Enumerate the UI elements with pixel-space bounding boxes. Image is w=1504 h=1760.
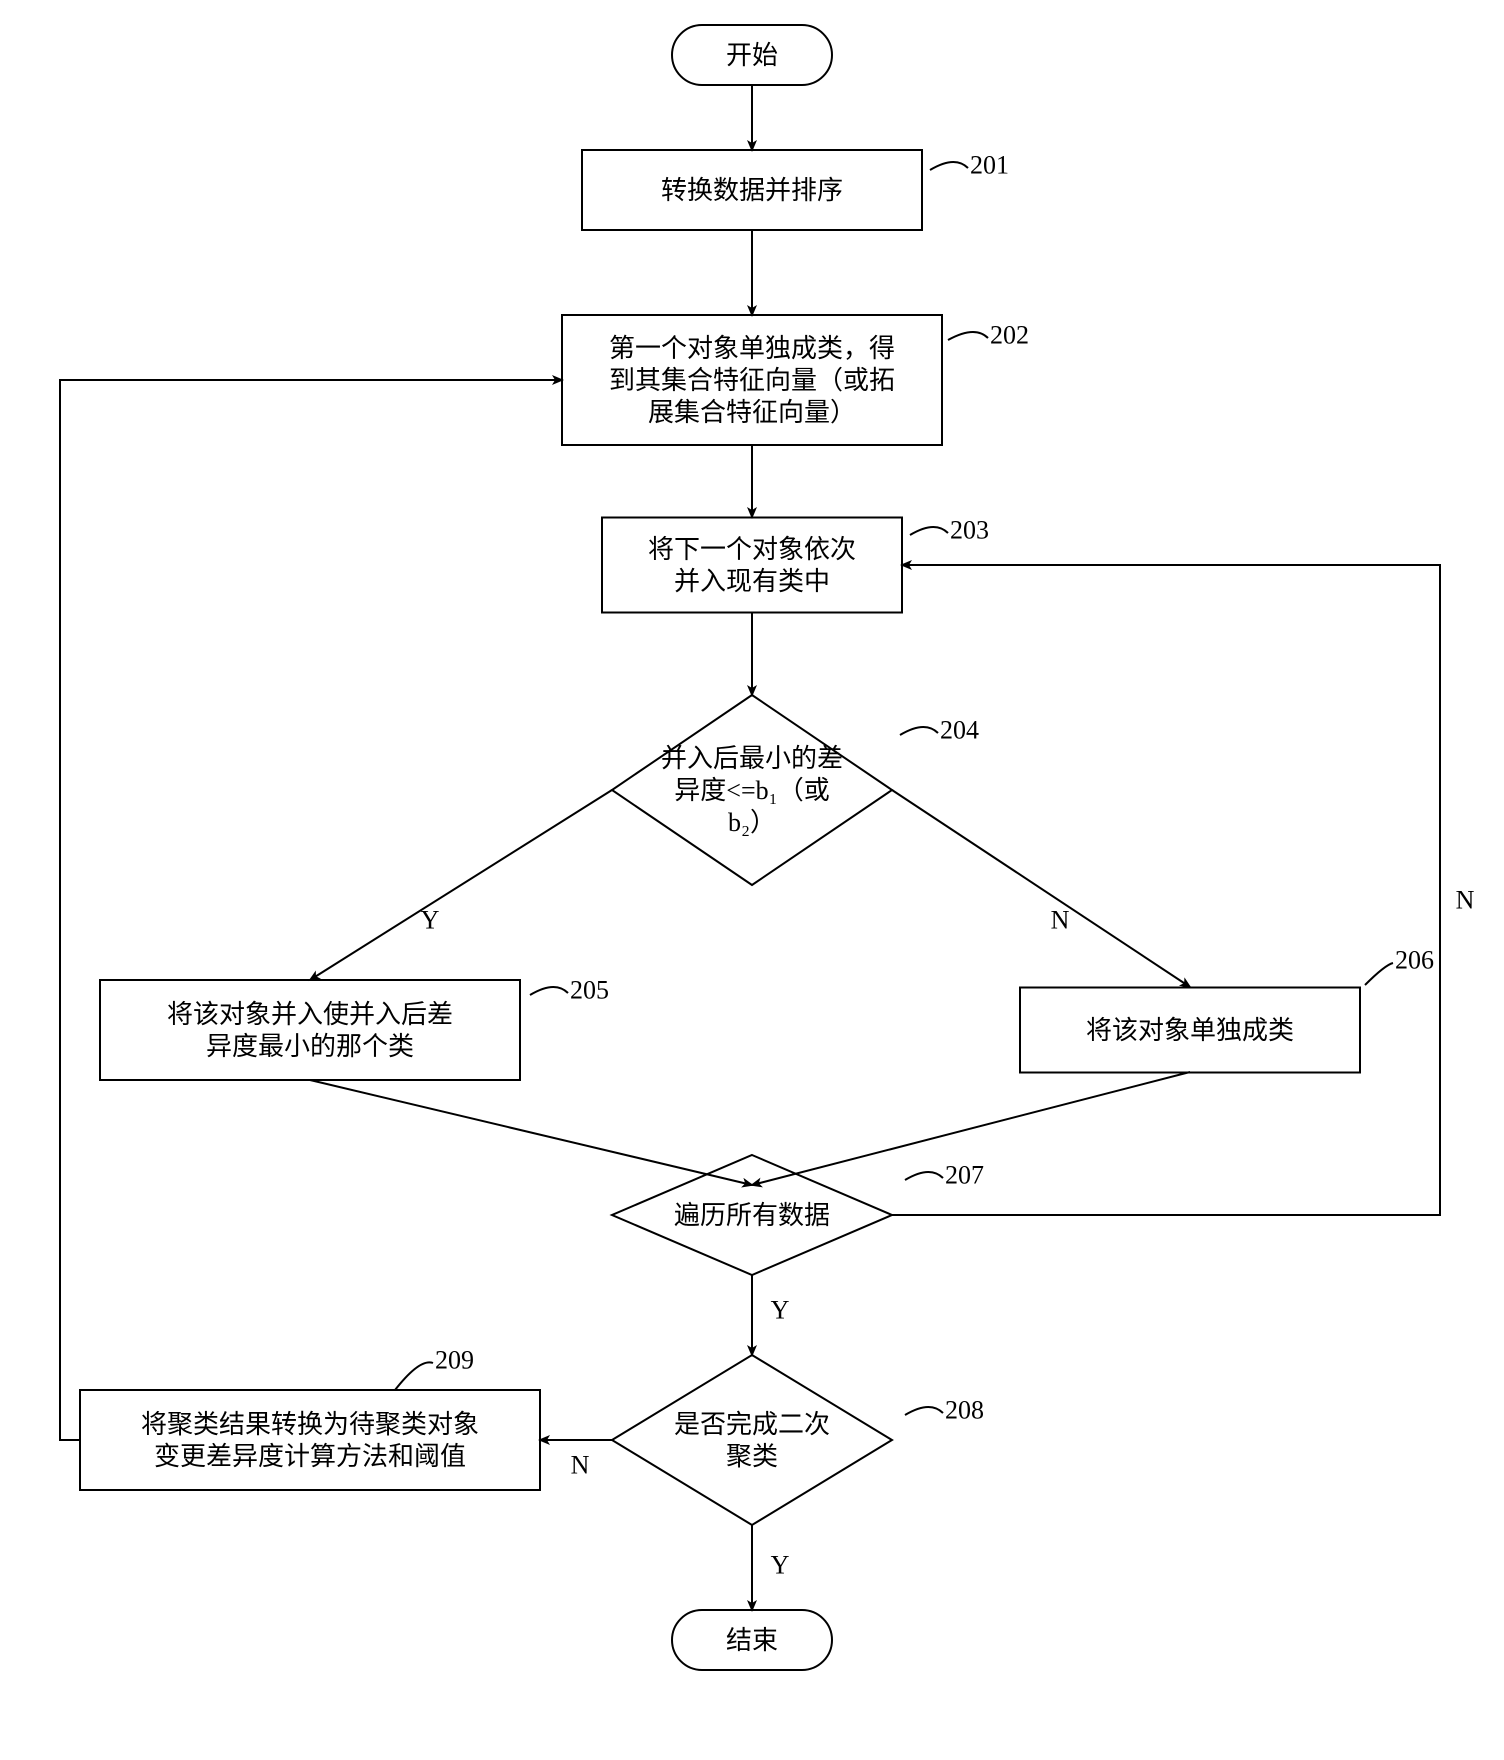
svg-text:开始: 开始 — [726, 41, 778, 70]
tag-leader — [910, 527, 948, 535]
tag-label: 203 — [950, 516, 989, 545]
tag-leader — [948, 332, 988, 340]
edge — [892, 790, 1190, 987]
node-n203: 将下一个对象依次并入现有类中 — [602, 518, 902, 613]
edge-label: Y — [771, 1551, 790, 1580]
node-n207: 遍历所有数据 — [612, 1155, 892, 1275]
edge-label: N — [1456, 886, 1475, 915]
node-n208: 是否完成二次聚类 — [612, 1355, 892, 1525]
svg-text:遍历所有数据: 遍历所有数据 — [674, 1201, 830, 1230]
tag-leader — [905, 1172, 943, 1180]
node-start: 开始 — [672, 25, 832, 85]
tag-label: 202 — [990, 321, 1029, 350]
tag-label: 205 — [570, 976, 609, 1005]
svg-text:将该对象单独成类: 将该对象单独成类 — [1086, 1016, 1294, 1045]
node-n205: 将该对象并入使并入后差异度最小的那个类 — [100, 980, 520, 1080]
edge — [60, 380, 562, 1440]
edge-label: N — [571, 1451, 590, 1480]
edge-label: Y — [771, 1296, 790, 1325]
tag-leader — [900, 727, 938, 735]
node-n204: 并入后最小的差异度<=b₁（或b₂） — [612, 695, 892, 885]
svg-text:转换数据并排序: 转换数据并排序 — [661, 176, 843, 205]
tag-leader — [905, 1407, 943, 1415]
tag-label: 207 — [945, 1161, 984, 1190]
node-n201: 转换数据并排序 — [582, 150, 922, 230]
node-end: 结束 — [672, 1610, 832, 1670]
node-n206: 将该对象单独成类 — [1020, 988, 1360, 1073]
svg-text:第一个对象单独成类，得到其集合特征向量（或拓展集合特征向量）: 第一个对象单独成类，得到其集合特征向量（或拓展集合特征向量） — [609, 334, 895, 427]
tag-leader — [530, 987, 568, 995]
edge — [310, 790, 612, 980]
edge-label: Y — [421, 906, 440, 935]
node-n209: 将聚类结果转换为待聚类对象变更差异度计算方法和阈值 — [80, 1390, 540, 1490]
tag-leader — [1365, 963, 1393, 985]
edge — [892, 565, 1440, 1215]
tag-leader — [395, 1362, 433, 1390]
tag-label: 208 — [945, 1396, 984, 1425]
tag-label: 206 — [1395, 946, 1434, 975]
svg-text:结束: 结束 — [726, 1626, 778, 1655]
node-n202: 第一个对象单独成类，得到其集合特征向量（或拓展集合特征向量） — [562, 315, 942, 445]
tag-label: 209 — [435, 1346, 474, 1375]
tag-label: 201 — [970, 151, 1009, 180]
edge-label: N — [1051, 906, 1070, 935]
flowchart-canvas: 开始转换数据并排序第一个对象单独成类，得到其集合特征向量（或拓展集合特征向量） 将… — [0, 0, 1504, 1760]
tag-label: 204 — [940, 716, 979, 745]
tag-leader — [930, 162, 968, 170]
edge — [310, 1080, 752, 1185]
